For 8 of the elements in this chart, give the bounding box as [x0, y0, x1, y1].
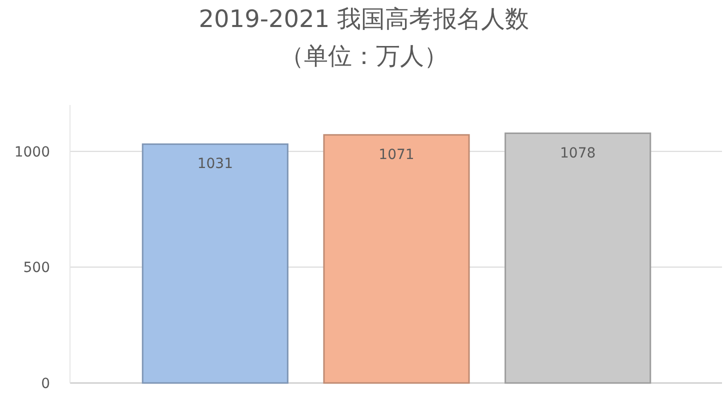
data-label: 1071	[378, 146, 414, 163]
data-label: 1031	[197, 156, 233, 172]
chart-title: 2019-2021 我国高考报名人数	[198, 5, 530, 33]
y-tick-label: 0	[41, 376, 50, 392]
y-tick-label: 1000	[14, 144, 50, 160]
chart-subtitle: （单位：万人）	[280, 42, 448, 70]
y-tick-label: 500	[23, 260, 50, 276]
data-label: 1078	[560, 145, 596, 162]
